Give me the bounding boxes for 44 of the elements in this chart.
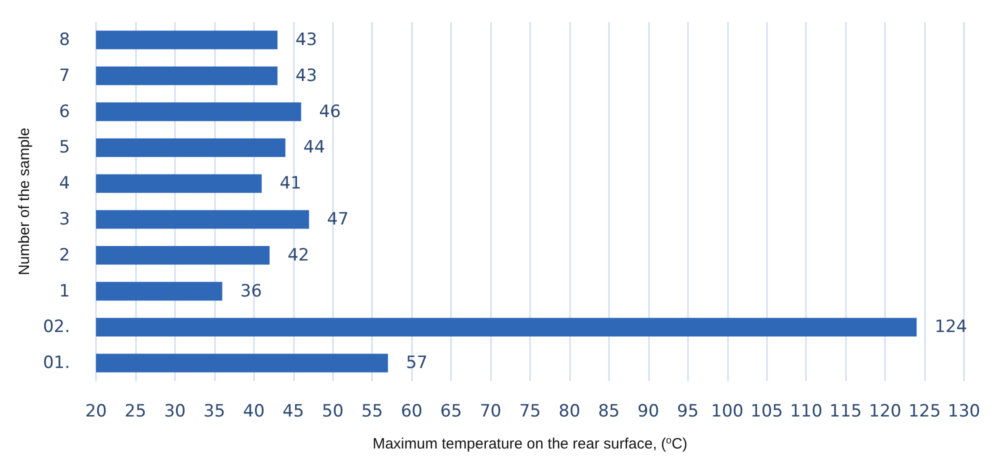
data-label: 57	[406, 353, 428, 374]
data-label: 124	[934, 317, 968, 338]
data-label: 42	[288, 245, 310, 266]
y-tick-label: 2	[59, 245, 70, 266]
y-tick-label: 02.	[42, 317, 70, 338]
x-tick-label: 60	[400, 402, 422, 422]
data-label: 44	[303, 138, 326, 158]
y-tick-label: 7	[59, 66, 70, 86]
data-label: 36	[240, 281, 262, 302]
x-tick-label: 80	[558, 402, 580, 422]
x-tick-label: 105	[750, 402, 783, 422]
x-tick-label: 55	[361, 402, 383, 422]
y-tick-label: 4	[59, 174, 70, 194]
x-tick-label: 110	[790, 402, 822, 422]
y-axis-title: Number of the sample	[16, 128, 33, 276]
data-label: 47	[327, 209, 349, 230]
x-tick-label: 90	[638, 402, 660, 422]
y-tick-label: 3	[59, 209, 70, 230]
y-tick-label: 5	[59, 138, 70, 158]
x-tick-label: 120	[868, 402, 902, 422]
x-tick-label: 130	[948, 402, 980, 422]
x-tick-label: 35	[204, 402, 226, 422]
x-tick-label: 70	[480, 402, 502, 422]
y-tick-label: 6	[59, 102, 70, 122]
data-label: 43	[295, 30, 318, 50]
x-tick-label: 100	[711, 402, 744, 422]
x-tick-label: 30	[164, 402, 186, 422]
x-tick-label: 85	[598, 402, 620, 422]
x-tick-label: 95	[677, 402, 699, 422]
data-label: 46	[319, 102, 341, 122]
data-label: 41	[280, 174, 302, 194]
x-tick-label: 20	[85, 402, 107, 422]
x-tick-label: 40	[243, 402, 265, 422]
x-tick-label: 115	[829, 402, 862, 422]
y-tick-label: 1	[59, 281, 70, 302]
x-tick-label: 65	[440, 402, 462, 422]
y-tick-label: 01.	[42, 353, 70, 374]
x-tick-label: 50	[322, 402, 344, 422]
data-label: 43	[295, 66, 318, 86]
x-tick-label: 45	[282, 402, 304, 422]
x-tick-label: 25	[124, 402, 146, 422]
x-tick-label: 75	[519, 402, 541, 422]
x-tick-label: 125	[908, 402, 941, 422]
y-tick-label: 8	[59, 30, 70, 50]
